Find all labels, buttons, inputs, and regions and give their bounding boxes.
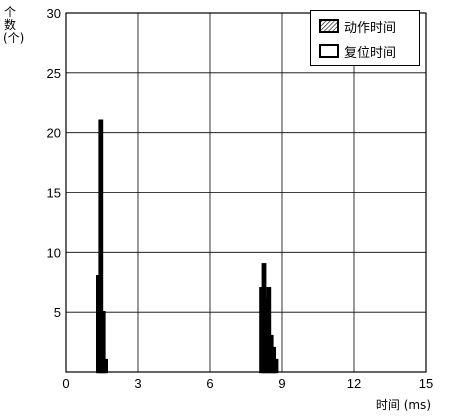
legend-item-action: 动作时间 (319, 18, 397, 36)
x-axis-label: 时间 (ms) (375, 398, 431, 412)
x-tick-label: 6 (206, 376, 213, 391)
legend-swatch-hatched (319, 19, 339, 33)
bars-layer (95, 119, 279, 374)
legend-label-reset: 复位时间 (344, 45, 397, 61)
histogram-bar (273, 358, 279, 374)
legend-label-action: 动作时间 (344, 20, 397, 36)
histogram-bar (103, 358, 109, 374)
x-tick-label: 15 (419, 376, 433, 391)
y-tick-label: 30 (47, 6, 61, 21)
x-tick-label: 0 (62, 376, 69, 391)
legend-swatch-outline (319, 44, 339, 58)
tick-labels: 0 3 6 9 12 15 5 10 15 20 25 30 (47, 6, 434, 391)
y-tick-label: 10 (47, 245, 61, 260)
legend: 动作时间 复位时间 (310, 10, 420, 66)
y-tick-label: 15 (47, 186, 61, 201)
plot-frame (65, 12, 427, 373)
x-tick-label: 9 (278, 376, 285, 391)
y-tick-label: 20 (47, 126, 61, 141)
legend-item-reset: 复位时间 (319, 43, 397, 61)
x-tick-label: 3 (134, 376, 141, 391)
x-tick-label: 12 (347, 376, 361, 391)
grid-lines (66, 13, 426, 372)
y-tick-label: 5 (54, 305, 61, 320)
y-tick-label: 25 (47, 66, 61, 81)
axes-frame (65, 12, 427, 373)
y-axis-label: 个数(个) (3, 5, 25, 45)
